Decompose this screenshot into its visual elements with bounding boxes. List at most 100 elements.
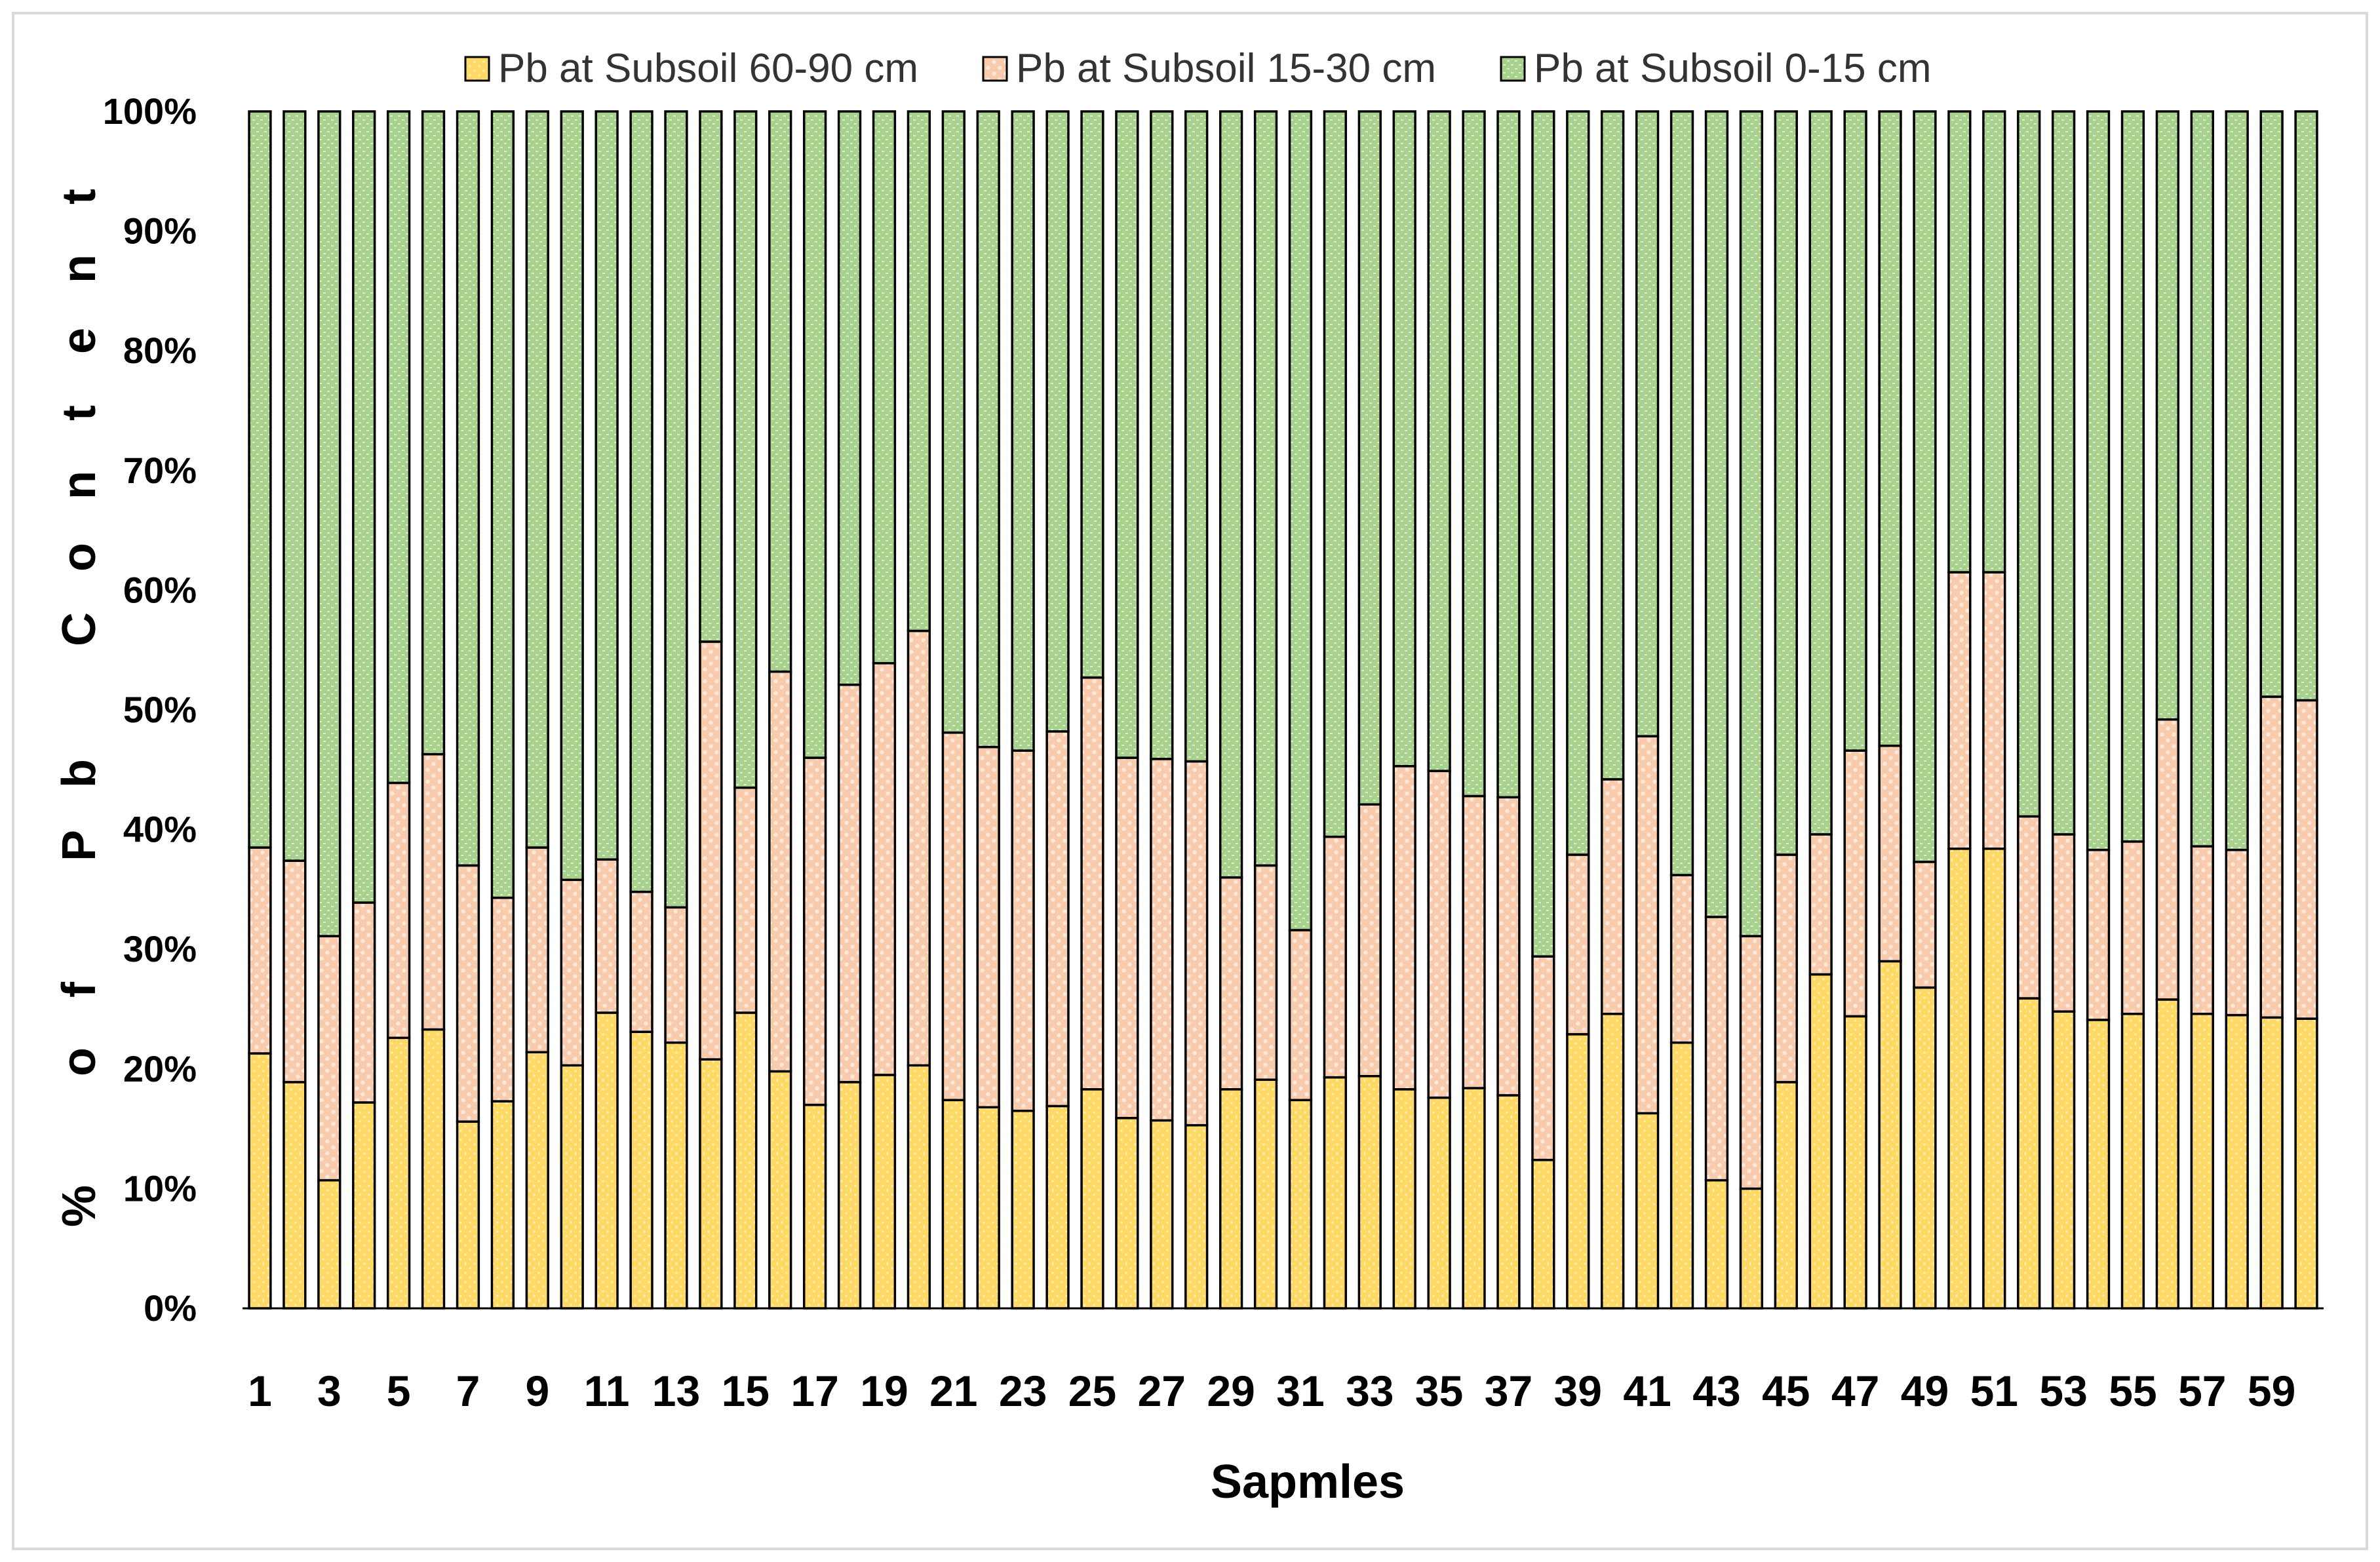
bar-segment-0-15: [490, 110, 515, 899]
legend-label-60-90: Pb at Subsoil 60-90 cm: [498, 46, 918, 91]
bar-segment-15-30: [1878, 745, 1902, 963]
x-tick-label: 25: [1068, 1367, 1116, 1415]
bar-segment-60-90: [837, 1081, 862, 1310]
legend-label-15-30: Pb at Subsoil 15-30 cm: [1016, 46, 1436, 91]
bar-segment-15-30: [1843, 749, 1867, 1018]
bar-segment-60-90: [1150, 1119, 1174, 1310]
bar-segment-60-90: [283, 1081, 307, 1310]
y-tick-label: 80%: [123, 330, 197, 371]
x-tick-label: 7: [456, 1367, 480, 1415]
bar-segment-0-15: [1219, 110, 1243, 879]
y-axis-title-char: b: [53, 759, 106, 788]
y-tick-label: 90%: [123, 210, 197, 252]
bar-segment-60-90: [1011, 1109, 1035, 1310]
bar-segment-15-30: [1496, 796, 1521, 1097]
bar-segment-0-15: [1913, 110, 1937, 863]
chart-frame: [12, 12, 2368, 1550]
bar-segment-15-30: [907, 629, 931, 1067]
bar-segment-60-90: [1566, 1033, 1590, 1310]
y-tick-label: 60%: [123, 569, 197, 610]
bar-segment-0-15: [1357, 110, 1382, 806]
x-tick-label: 23: [999, 1367, 1047, 1415]
bar-segment-60-90: [490, 1100, 515, 1310]
bar-segment-15-30: [1080, 676, 1104, 1091]
bar-segment-0-15: [1531, 110, 1555, 958]
bar-segment-15-30: [560, 878, 584, 1067]
bar-segment-60-90: [629, 1030, 654, 1310]
bar-segment-15-30: [1115, 756, 1139, 1120]
legend-item-15-30: Pb at Subsoil 15-30 cm: [982, 46, 1436, 91]
bars-group: [248, 110, 2318, 1310]
bar-segment-0-15: [1427, 110, 1451, 772]
y-axis-title: % o f Pb Co n t e n t: [53, 189, 106, 1227]
bar-segment-60-90: [1496, 1094, 1521, 1310]
legend-swatch-0-15: [1500, 56, 1526, 82]
bar-segment-0-15: [1843, 110, 1867, 752]
x-tick-label: 59: [2248, 1367, 2295, 1415]
bar-segment-0-15: [941, 110, 966, 734]
bar-segment-15-30: [664, 906, 688, 1044]
bar-segment-15-30: [1323, 835, 1348, 1079]
bar-segment-60-90: [1288, 1099, 1313, 1310]
bar-segment-15-30: [1427, 770, 1451, 1099]
bar-segment-60-90: [802, 1103, 827, 1310]
bar-segment-15-30: [2086, 848, 2111, 1021]
bar-segment-15-30: [595, 858, 619, 1014]
bar-segment-0-15: [1115, 110, 1139, 759]
bar-segment-60-90: [456, 1120, 480, 1310]
bar-segment-15-30: [2051, 833, 2076, 1013]
x-tick-label: 39: [1554, 1367, 1602, 1415]
y-axis-title-char: t: [53, 189, 106, 205]
y-axis-title-char: n: [53, 471, 106, 499]
bar-segment-60-90: [2086, 1019, 2111, 1310]
bar-segment-0-15: [2017, 110, 2041, 818]
y-axis-title-char: o: [53, 543, 106, 572]
bar-segment-60-90: [2225, 1013, 2249, 1310]
bar-segment-15-30: [1774, 853, 1798, 1084]
x-tick-label: 29: [1207, 1367, 1255, 1415]
bar-segment-0-15: [1808, 110, 1833, 836]
legend-label-0-15: Pb at Subsoil 0-15 cm: [1534, 46, 1932, 91]
bar-segment-60-90: [1774, 1081, 1798, 1310]
bar-segment-0-15: [1150, 110, 1174, 760]
y-axis-title-char: P: [53, 830, 106, 861]
x-tick-label: 13: [652, 1367, 700, 1415]
legend-swatch-15-30: [982, 56, 1008, 82]
bar-segment-15-30: [1669, 874, 1694, 1044]
bar-segment-0-15: [1496, 110, 1521, 799]
bar-segment-15-30: [1566, 853, 1590, 1036]
x-tick-label: 53: [2039, 1367, 2087, 1415]
x-tick-label: 35: [1415, 1367, 1463, 1415]
y-axis-ticks: 0% 10% 20% 30% 40% 50% 60% 70% 80% 90% 100%: [103, 90, 197, 1329]
x-axis-ticks: 1 3 5 7 9 11 13 15 17 19 21 23 25 27 29 31 33 35 37 39 41 43 4…: [248, 1367, 2295, 1415]
bar-segment-15-30: [1253, 864, 1278, 1081]
legend: Pb at Subsoil 60-90 cm Pb at Subsoil 15-…: [464, 46, 1932, 91]
bar-segment-15-30: [1462, 794, 1486, 1089]
bar-segment-60-90: [1253, 1078, 1278, 1310]
bar-segment-15-30: [629, 890, 654, 1033]
bar-segment-60-90: [1080, 1088, 1104, 1310]
bar-segment-15-30: [283, 859, 307, 1084]
bar-segment-60-90: [248, 1052, 272, 1310]
bar-segment-15-30: [1392, 765, 1416, 1091]
y-tick-label: 10%: [123, 1167, 197, 1209]
bar-segment-15-30: [248, 846, 272, 1055]
bar-segment-60-90: [1427, 1096, 1451, 1310]
bar-segment-15-30: [2259, 695, 2284, 1019]
bar-segment-0-15: [525, 110, 549, 849]
y-tick-label: 50%: [123, 689, 197, 730]
bar-segment-15-30: [1601, 778, 1625, 1015]
bar-segment-60-90: [1601, 1013, 1625, 1310]
bar-segment-60-90: [976, 1106, 1000, 1310]
bar-segment-60-90: [1878, 960, 1902, 1310]
x-tick-label: 31: [1276, 1367, 1324, 1415]
bar-segment-60-90: [2017, 997, 2041, 1310]
x-tick-label: 57: [2178, 1367, 2226, 1415]
bar-segment-15-30: [1184, 760, 1209, 1127]
x-tick-label: 41: [1623, 1367, 1671, 1415]
bar-segment-15-30: [525, 846, 549, 1053]
y-axis-title-char: n: [53, 254, 106, 283]
bar-segment-0-15: [1704, 110, 1729, 918]
bar-segment-0-15: [1566, 110, 1590, 856]
